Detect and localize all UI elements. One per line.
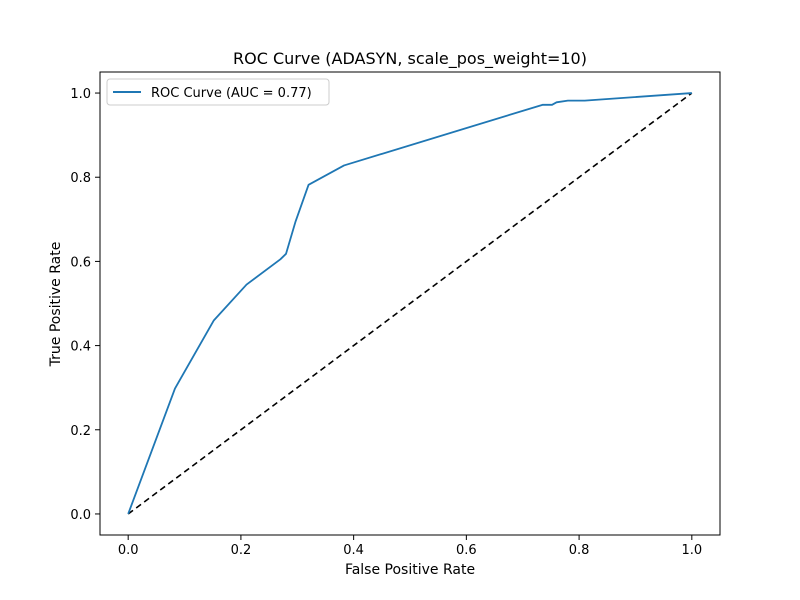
y-axis-ticks: 0.0 0.2 0.4 0.6 0.8 1.0 [70, 87, 100, 523]
y-tick-label: 0.2 [70, 424, 91, 439]
x-tick-label: 0.2 [231, 543, 252, 558]
legend-box [106, 78, 330, 106]
legend: ROC Curve (AUC = 0.77) [106, 78, 330, 106]
x-tick-label: 1.0 [681, 543, 702, 558]
x-axis-label: False Positive Rate [345, 562, 475, 578]
y-tick-label: 0.4 [70, 340, 91, 355]
chart-title: ROC Curve (ADASYN, scale_pos_weight=10) [233, 49, 587, 69]
y-axis-label: True Positive Rate [48, 242, 64, 368]
roc-curve-line [127, 92, 692, 515]
y-tick-label: 0.6 [70, 255, 91, 270]
legend-label: ROC Curve (AUC = 0.77) [151, 86, 312, 101]
y-tick-label: 1.0 [70, 87, 91, 102]
chance-diagonal-line [127, 92, 693, 515]
x-tick-label: 0.0 [118, 543, 139, 558]
x-tick-label: 0.6 [456, 543, 477, 558]
x-axis-ticks: 0.0 0.2 0.4 0.6 0.8 1.0 [118, 535, 702, 558]
x-tick-label: 0.4 [343, 543, 364, 558]
y-tick-label: 0.0 [70, 508, 91, 523]
y-tick-label: 0.8 [70, 171, 91, 186]
x-tick-label: 0.8 [569, 543, 590, 558]
plot-area [127, 92, 693, 515]
plot-frame [99, 71, 721, 536]
